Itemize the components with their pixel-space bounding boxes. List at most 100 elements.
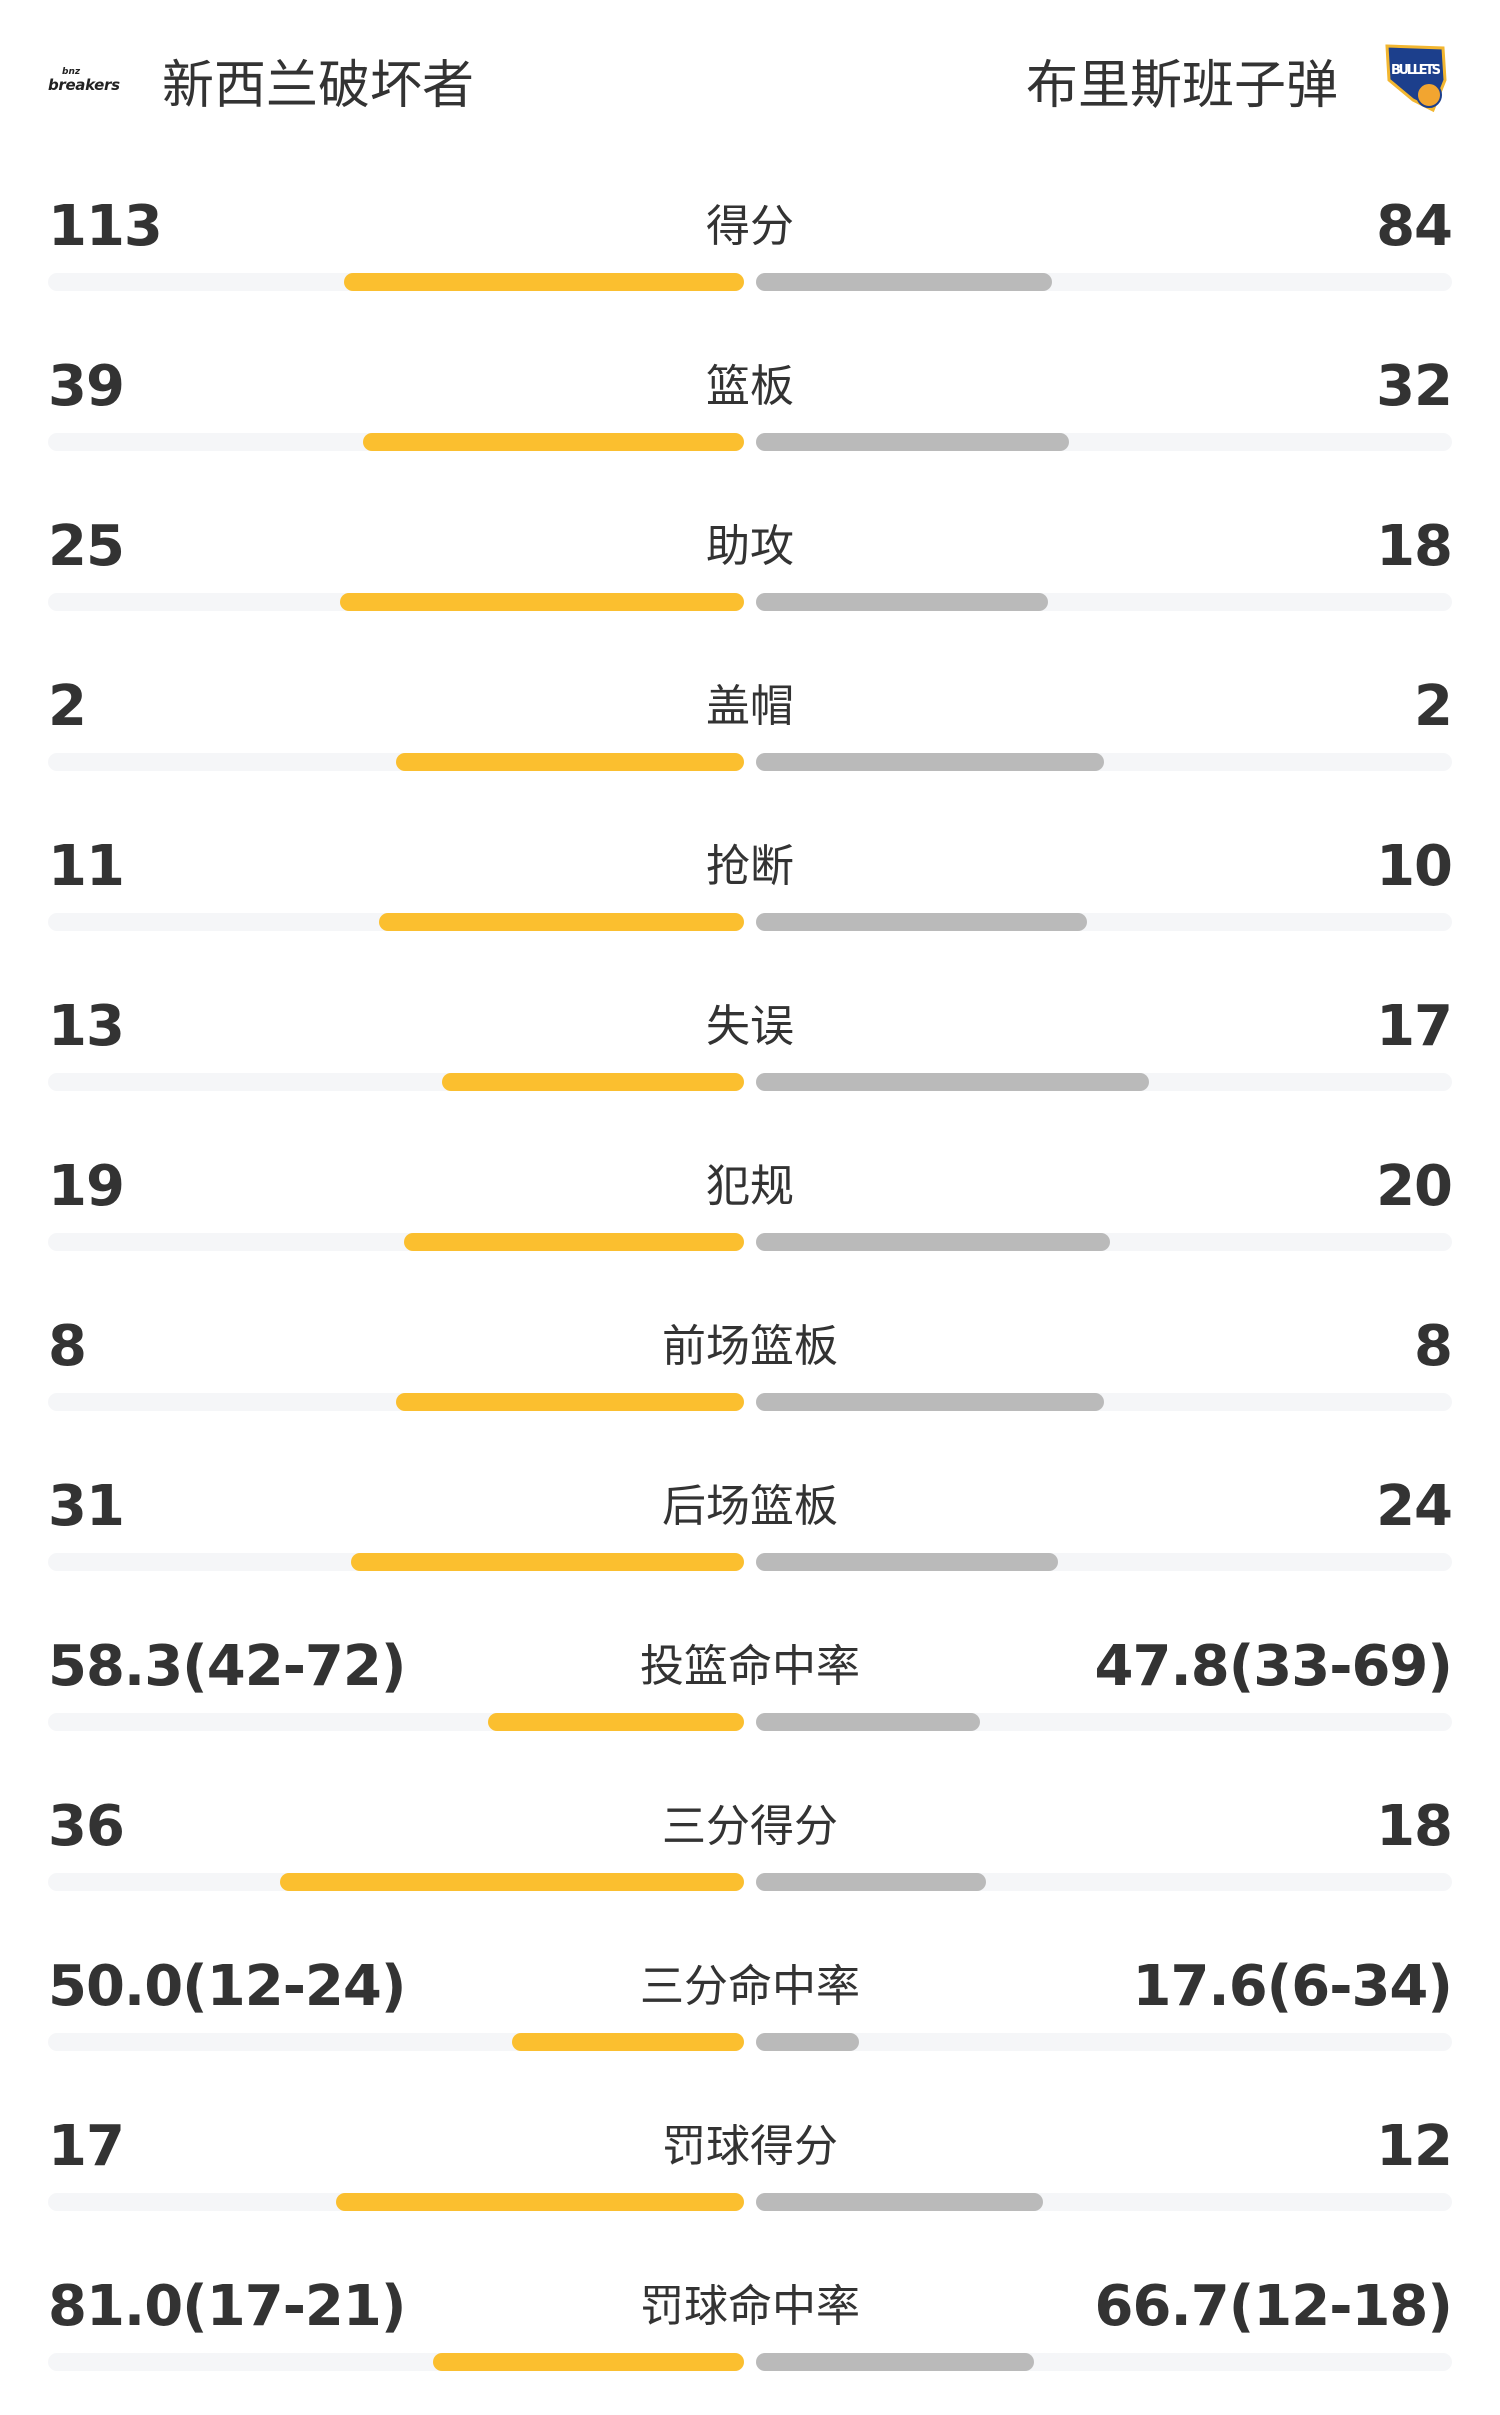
stats-list: 113 得分 84 39 篮板 32 25 助攻 18 2 盖帽 2 11 抢断 10 13 失误 17 19 犯规 2…	[0, 175, 1500, 2415]
stat-label: 投篮命中率	[640, 1641, 860, 1692]
away-bar-fill	[756, 273, 1052, 291]
home-value: 8	[48, 1314, 87, 1379]
breakers-logo-icon: bnz breakers	[48, 40, 120, 120]
away-bar-track	[756, 1073, 1452, 1091]
stat-row: 113 得分 84	[0, 175, 1500, 335]
away-value: 8	[1414, 1314, 1453, 1379]
away-team-name: 布里斯班子弹	[1025, 55, 1338, 116]
home-value: 81.0(17-21)	[48, 2274, 406, 2339]
away-bar-fill	[756, 593, 1048, 611]
away-bar-track	[756, 1553, 1452, 1571]
stat-label: 盖帽	[706, 681, 794, 732]
home-value: 2	[48, 674, 87, 739]
home-bar-fill	[336, 2193, 744, 2211]
away-value: 18	[1376, 514, 1453, 579]
away-bar-track	[756, 1393, 1452, 1411]
teams-header: bnz breakers 新西兰破坏者 布里斯班子弹 BULLETS	[0, 0, 1500, 160]
away-bar-fill	[756, 433, 1069, 451]
away-value: 66.7(12-18)	[1094, 2274, 1453, 2339]
away-team[interactable]: 布里斯班子弹 BULLETS	[1026, 40, 1452, 120]
home-bar-track	[48, 913, 744, 931]
home-bar-track	[48, 2193, 744, 2211]
home-team-name: 新西兰破坏者	[162, 55, 475, 116]
home-bar-fill	[432, 2353, 744, 2371]
home-bar-fill	[487, 1713, 744, 1731]
home-bar-track	[48, 753, 744, 771]
home-bar-fill	[279, 1873, 744, 1891]
stat-label: 前场篮板	[662, 1321, 838, 1372]
home-value: 25	[48, 514, 125, 579]
stat-label: 得分	[706, 201, 794, 252]
svg-text:BULLETS: BULLETS	[1391, 63, 1441, 78]
away-bar-fill	[756, 1553, 1059, 1571]
away-bar-track	[756, 2193, 1452, 2211]
home-bar-fill	[379, 913, 744, 931]
home-bar-fill	[441, 1073, 744, 1091]
home-bar-track	[48, 1073, 744, 1091]
home-bar-fill	[396, 753, 744, 771]
stat-label: 助攻	[706, 521, 794, 572]
bullets-logo-icon: BULLETS	[1380, 40, 1452, 120]
stat-row: 36 三分得分 18	[0, 1775, 1500, 1935]
away-bar-fill	[756, 2193, 1043, 2211]
away-bar-fill	[756, 1073, 1149, 1091]
away-value: 24	[1376, 1474, 1453, 1539]
stat-label: 后场篮板	[662, 1481, 838, 1532]
away-value: 47.8(33-69)	[1094, 1634, 1453, 1699]
away-bar-track	[756, 753, 1452, 771]
stat-row: 58.3(42-72) 投篮命中率 47.8(33-69)	[0, 1615, 1500, 1775]
stat-label: 三分得分	[662, 1801, 838, 1852]
stat-row: 19 犯规 20	[0, 1135, 1500, 1295]
home-bar-track	[48, 2033, 744, 2051]
home-bar-track	[48, 2353, 744, 2371]
away-bar-fill	[756, 2033, 859, 2051]
home-value: 58.3(42-72)	[48, 1634, 406, 1699]
stat-row: 50.0(12-24) 三分命中率 17.6(6-34)	[0, 1935, 1500, 2095]
home-bar-track	[48, 1873, 744, 1891]
away-bar-track	[756, 2033, 1452, 2051]
away-bar-fill	[756, 1713, 981, 1731]
away-value: 32	[1376, 354, 1453, 419]
home-bar-track	[48, 273, 744, 291]
home-bar-track	[48, 1553, 744, 1571]
away-bar-track	[756, 433, 1452, 451]
stat-row: 13 失误 17	[0, 975, 1500, 1135]
home-value: 17	[48, 2114, 125, 2179]
home-bar-track	[48, 1393, 744, 1411]
away-value: 84	[1376, 194, 1453, 259]
svg-text:breakers: breakers	[48, 76, 120, 94]
home-bar-track	[48, 593, 744, 611]
stat-label: 篮板	[706, 361, 794, 412]
away-bar-fill	[756, 913, 1088, 931]
stat-label: 犯规	[706, 1161, 794, 1212]
away-bar-track	[756, 2353, 1452, 2371]
stat-row: 39 篮板 32	[0, 335, 1500, 495]
away-value: 12	[1376, 2114, 1453, 2179]
home-bar-fill	[343, 273, 744, 291]
away-bar-track	[756, 1873, 1452, 1891]
away-value: 18	[1376, 1794, 1453, 1859]
away-bar-track	[756, 1713, 1452, 1731]
away-value: 17.6(6-34)	[1132, 1954, 1453, 2019]
stat-row: 8 前场篮板 8	[0, 1295, 1500, 1455]
home-value: 113	[48, 194, 163, 259]
home-team[interactable]: bnz breakers 新西兰破坏者	[48, 40, 474, 120]
away-bar-fill	[756, 753, 1104, 771]
stat-label: 罚球命中率	[640, 2281, 860, 2332]
home-value: 50.0(12-24)	[48, 1954, 406, 2019]
away-bar-track	[756, 913, 1452, 931]
away-bar-fill	[756, 1233, 1111, 1251]
home-bar-track	[48, 1713, 744, 1731]
home-value: 13	[48, 994, 125, 1059]
stat-label: 抢断	[706, 841, 794, 892]
away-value: 20	[1376, 1154, 1453, 1219]
home-value: 19	[48, 1154, 125, 1219]
stat-row: 31 后场篮板 24	[0, 1455, 1500, 1615]
home-bar-fill	[362, 433, 744, 451]
stat-label: 三分命中率	[640, 1961, 860, 2012]
stat-label: 罚球得分	[662, 2121, 838, 2172]
svg-text:bnz: bnz	[62, 67, 81, 77]
away-bar-fill	[756, 2353, 1034, 2371]
stat-row: 81.0(17-21) 罚球命中率 66.7(12-18)	[0, 2255, 1500, 2415]
away-bar-track	[756, 593, 1452, 611]
